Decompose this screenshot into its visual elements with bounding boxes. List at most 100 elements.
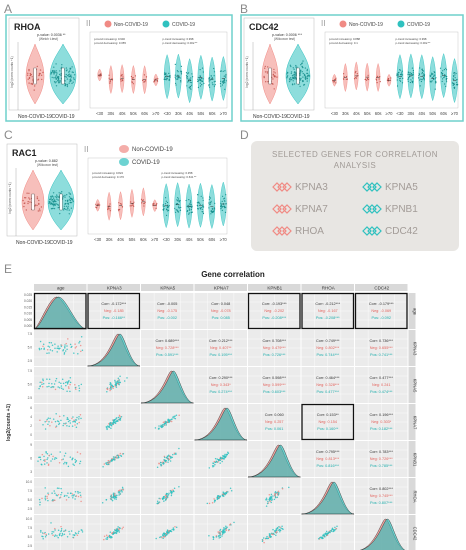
panel-c-age-dot xyxy=(175,211,177,213)
gene-icon-kpnb1 xyxy=(367,204,377,214)
scatter-point xyxy=(166,421,169,423)
scatter-point xyxy=(109,424,111,426)
panel-c-violin-box xyxy=(59,193,63,211)
scatter-point xyxy=(221,494,224,496)
panel-label-b: B xyxy=(240,2,249,16)
panel-a-violin-dot xyxy=(59,70,61,72)
panel-c-age-dot xyxy=(223,197,226,199)
panel-b-age-dot xyxy=(333,81,335,83)
panel-a-violin-dot xyxy=(41,78,43,81)
scatter-point xyxy=(77,492,79,494)
panel-c-age-tick: 30s xyxy=(174,237,181,242)
panel-c-age-dot xyxy=(187,204,189,206)
panel-c-age-dot xyxy=(162,204,164,206)
panel-b-age-dot xyxy=(368,78,370,81)
panel-c-age-dot xyxy=(225,194,227,196)
scatter-point xyxy=(50,460,52,462)
scatter-point xyxy=(102,466,104,468)
scatter-point xyxy=(53,535,56,537)
panel-b-violin-box xyxy=(268,67,272,85)
panel-b-age-dot xyxy=(452,75,455,77)
panel-b-violin-dot xyxy=(299,79,302,81)
scatter-point xyxy=(39,458,42,461)
matrix-col-header-kpna5: KPNA5 xyxy=(160,286,175,291)
scatter-point xyxy=(269,500,271,503)
panel-a-age-dot xyxy=(168,79,170,81)
panel-b-age-dot xyxy=(442,78,444,80)
scatter-point xyxy=(275,529,278,531)
scatter-point xyxy=(58,381,60,384)
panel-b-violin-dot xyxy=(290,71,293,73)
panel-a-violin-dot xyxy=(58,82,60,84)
scatter-point xyxy=(112,492,115,494)
scatter-point xyxy=(42,345,44,348)
panel-c-violin-dot xyxy=(56,198,58,200)
panel-a-violin-dot xyxy=(28,77,31,80)
panel-b-violin-dot xyxy=(266,72,269,74)
scatter-point xyxy=(113,529,116,531)
panel-b-age-dot xyxy=(421,79,423,81)
panel-c-violin-dot xyxy=(60,192,62,194)
panel-c-age-dot xyxy=(200,195,202,197)
panel-c-age-dot xyxy=(225,203,227,205)
corr-pos-value: Pos: -0.002 xyxy=(158,316,177,320)
scatter-point xyxy=(54,499,56,501)
panel-a-age-dot xyxy=(214,80,216,82)
scatter-point xyxy=(269,497,271,500)
panel-a-age-dot xyxy=(186,78,188,80)
panel-c-violin-dot xyxy=(38,208,41,210)
panel-a-age-dot xyxy=(145,76,148,78)
scatter-point xyxy=(163,422,166,424)
scatter-point xyxy=(58,415,61,418)
scatter-point xyxy=(74,424,76,426)
panel-c-violin-dot xyxy=(54,196,56,198)
panel-c-age-dot xyxy=(187,206,189,208)
panel-b-age-dot xyxy=(353,78,356,80)
scatter-point xyxy=(276,496,279,498)
panel-c-age-dot xyxy=(109,203,111,205)
panel-b-age-dot xyxy=(376,82,378,84)
scatter-point xyxy=(164,494,167,497)
panel-c-age-dot xyxy=(142,199,145,201)
scatter-point xyxy=(322,534,324,537)
panel-b-age-dot xyxy=(343,73,345,75)
panel-b-age-dot xyxy=(410,79,412,81)
panel-a-age-dot xyxy=(143,74,145,76)
panel-b-age-dot xyxy=(411,72,413,75)
panel-b-violin-dot xyxy=(286,75,289,77)
scatter-point xyxy=(75,388,77,391)
gene-icon-kpna3 xyxy=(282,182,292,192)
scatter-point xyxy=(213,460,216,463)
panel-a-age-tick: 30s xyxy=(107,111,114,116)
scatter-point xyxy=(163,500,165,502)
panel-c-violin-dot xyxy=(71,198,73,200)
scatter-point xyxy=(67,338,69,340)
scatter-point xyxy=(44,428,47,430)
panel-c-age-dot xyxy=(176,209,178,211)
scatter-point xyxy=(69,383,71,386)
panel-c-legend-label-noncovid: Non-COVID-19 xyxy=(132,147,173,153)
scatter-point xyxy=(168,420,171,423)
scatter-point xyxy=(67,465,70,468)
panel-a-age-dot xyxy=(201,67,204,69)
panel-c-age-dot xyxy=(109,208,111,210)
panel-c-age-dot xyxy=(220,206,222,208)
scatter-point xyxy=(110,424,112,427)
panel-a-age-dot xyxy=(203,82,205,84)
panel-b-age-dot xyxy=(439,67,442,69)
panel-a-age-dot xyxy=(108,77,110,79)
panel-a-violin-dot xyxy=(51,76,53,79)
panel-c-age-dot xyxy=(186,210,188,212)
panel-c-violin-dot xyxy=(51,195,53,197)
gene-icon-kpna5 xyxy=(362,182,372,192)
scatter-point xyxy=(39,456,42,458)
panel-a-violin-dot xyxy=(60,74,62,76)
panel-c-age-dot xyxy=(221,206,223,208)
panel-a-age-dot xyxy=(208,79,210,81)
scatter-point xyxy=(225,527,228,529)
scatter-point xyxy=(106,536,108,539)
corr-neg-value: Neg: -0.185 xyxy=(104,309,124,313)
scatter-point xyxy=(273,498,276,501)
corr-pos-value: Pos: 0.274*** xyxy=(209,390,232,394)
panel-b-violin-dot xyxy=(264,71,267,73)
